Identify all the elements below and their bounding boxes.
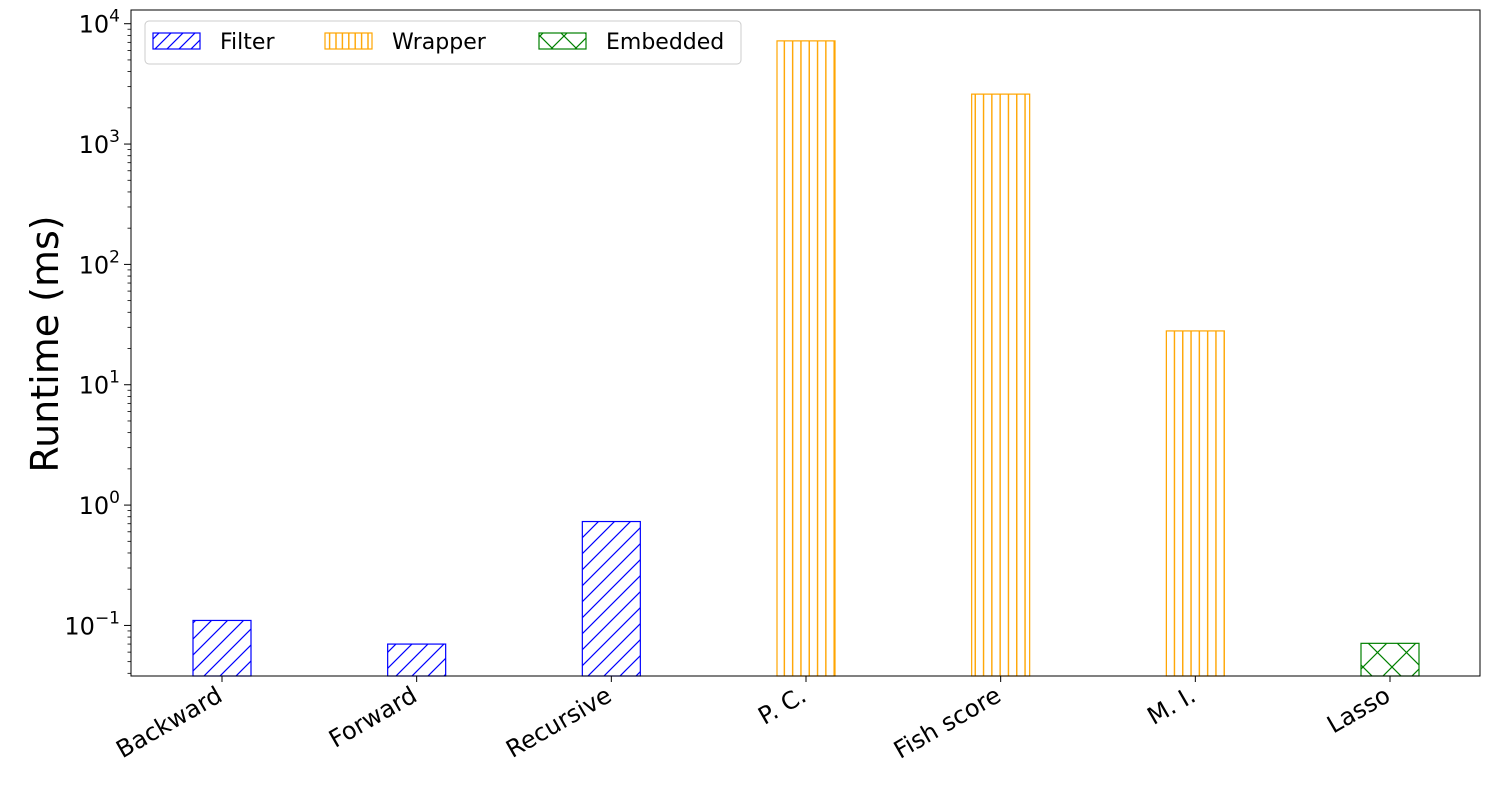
y-minor-ticks — [127, 28, 131, 674]
legend-frame — [144, 20, 742, 65]
y-tick-label: 102 — [79, 247, 120, 279]
x-tick-label-p-c: P. C. — [753, 681, 811, 730]
legend-swatch-embedded — [538, 32, 587, 50]
bars-group — [192, 40, 1420, 677]
bar-p-c — [776, 40, 836, 677]
x-axis-ticks: Backward Forward Recursive P. C. Fish score M… — [111, 676, 1395, 764]
y-tick-label: 103 — [79, 127, 120, 159]
bar-recursive — [581, 520, 641, 677]
legend-label-embedded: Embedded — [606, 30, 724, 55]
y-tick-label: 10−1 — [64, 608, 120, 640]
bar-forward — [387, 643, 447, 677]
bar-fish-score — [971, 93, 1031, 677]
bar-lasso — [1360, 642, 1420, 677]
y-axis-label: Runtime (ms) — [23, 215, 67, 472]
x-tick-label-forward: Forward — [324, 681, 422, 754]
bar-backward — [192, 619, 252, 677]
bar-m-i — [1165, 330, 1225, 677]
x-tick-label-m-i: M. I. — [1142, 681, 1200, 731]
x-tick-label-recursive: Recursive — [501, 681, 616, 764]
x-tick-label-backward: Backward — [111, 681, 227, 764]
legend-swatch-wrapper — [324, 32, 373, 50]
legend: Filter Wrapper Embedded — [144, 20, 742, 65]
y-axis-ticks: 10−1 100 101 102 103 104 — [64, 7, 131, 640]
legend-label-wrapper: Wrapper — [392, 30, 487, 55]
y-tick-label: 100 — [79, 488, 120, 520]
x-tick-label-fish-score: Fish score — [889, 681, 1006, 765]
y-tick-label: 101 — [79, 368, 120, 400]
legend-label-filter: Filter — [220, 30, 275, 55]
y-tick-label: 104 — [79, 7, 120, 39]
x-tick-label-lasso: Lasso — [1322, 681, 1395, 739]
legend-swatch-filter — [152, 32, 201, 50]
